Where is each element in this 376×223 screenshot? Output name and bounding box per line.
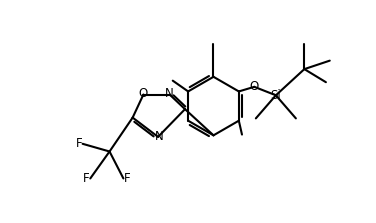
Text: N: N — [165, 87, 174, 100]
Text: O: O — [139, 87, 148, 100]
Text: F: F — [124, 172, 130, 185]
Text: N: N — [155, 130, 163, 143]
Text: Si: Si — [270, 89, 281, 102]
Text: O: O — [250, 80, 259, 93]
Text: F: F — [83, 172, 90, 185]
Text: F: F — [76, 137, 82, 150]
